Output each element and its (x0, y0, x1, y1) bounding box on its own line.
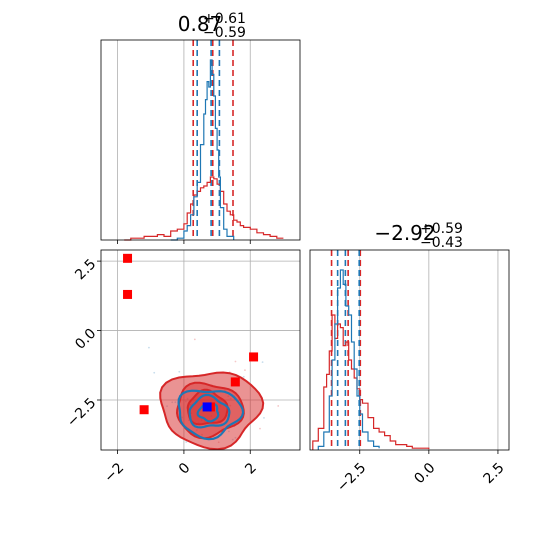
hist1-tick-marks (117, 240, 251, 244)
hist2-title-plus: +0.59 (420, 221, 463, 237)
hist2-series-b (317, 269, 380, 450)
hist2-frame (309, 249, 510, 451)
joint-points (123, 253, 259, 415)
joint-sample-21 (153, 371, 156, 374)
hist1-quantile-lines (192, 40, 234, 240)
hist2-series-a (312, 314, 430, 450)
joint-point-a-4 (230, 377, 240, 387)
joint-sample-30 (234, 360, 237, 363)
joint-point-a-0 (123, 253, 133, 263)
hist1-series-a (124, 176, 284, 241)
joint-sample-31 (263, 416, 265, 419)
joint-sample-26 (277, 405, 280, 407)
joint-sample-63 (242, 375, 245, 378)
hist1-frame (100, 39, 301, 241)
joint-sample-29 (148, 346, 150, 349)
joint-sample-62 (193, 338, 196, 341)
hist1-title-minus: −0.59 (203, 25, 246, 41)
joint-sample-55 (185, 441, 188, 443)
hist1-title: 0.87 (178, 12, 223, 36)
joint-sample-60 (259, 427, 261, 430)
joint-contour-b-1 (188, 393, 231, 429)
joint-point-a-1 (123, 289, 133, 299)
hist1-series-b (170, 59, 235, 241)
joint-tick-marks (97, 260, 251, 454)
hist2-tick-marks (359, 450, 499, 454)
hist-panel-1: 0.87 +0.61 −0.59 (100, 11, 301, 244)
hist1-background (101, 40, 300, 240)
joint-point-b-0 (202, 402, 212, 412)
hist2-title-median: −2.92 (374, 221, 435, 245)
joint-sample-34 (244, 369, 246, 372)
joint-contour-b-0 (177, 389, 245, 441)
joint-sample-53 (261, 361, 264, 364)
joint-frame (100, 249, 301, 451)
joint-point-a-3 (249, 352, 259, 362)
hist1-grid (117, 40, 251, 240)
joint-sample-23 (178, 370, 181, 373)
joint-point-a-2 (139, 405, 149, 415)
hist2-title: −2.92 (374, 221, 435, 245)
hist1-title-median: 0.87 (178, 12, 223, 36)
hist1-title-plus: +0.61 (203, 11, 246, 27)
hist2-title-minus: −0.43 (420, 235, 463, 251)
